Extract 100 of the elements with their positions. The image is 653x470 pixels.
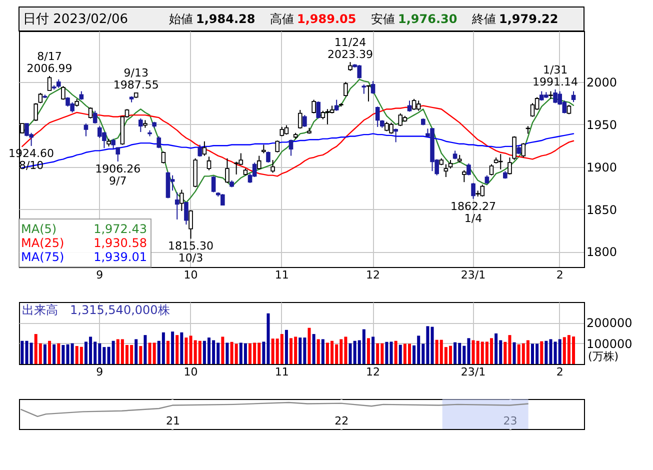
annotation: 1906.26 9/7 <box>95 162 141 188</box>
candlestick <box>284 124 289 136</box>
y-axis-title: (万株) <box>588 350 619 363</box>
bar <box>80 346 83 364</box>
bar <box>290 338 293 364</box>
x-tick-label: 9 <box>96 268 104 282</box>
candlestick <box>398 112 403 127</box>
candlestick <box>211 176 216 193</box>
candlestick <box>280 126 284 137</box>
candlestick <box>466 162 471 176</box>
candlestick <box>225 158 230 184</box>
x-tick-label: 12 <box>366 268 380 282</box>
candlestick <box>266 151 270 164</box>
bar <box>171 332 174 364</box>
candlestick <box>270 160 275 174</box>
y-tick-label: 1800 <box>586 245 618 260</box>
bar <box>366 338 370 364</box>
candlestick <box>302 114 307 128</box>
candlestick <box>444 164 448 178</box>
bar <box>166 340 170 364</box>
candlestick <box>571 90 576 103</box>
x-tick-label: 23/1 <box>460 366 486 378</box>
bar <box>244 343 247 364</box>
candlestick <box>508 156 512 175</box>
annotation: 1815.30 10/3 <box>168 240 214 265</box>
candlestick <box>498 154 503 170</box>
y-tick-label: 1900 <box>586 160 618 174</box>
candlestick <box>180 189 184 212</box>
x-tick-label: 21 <box>166 414 180 428</box>
bar <box>372 336 375 364</box>
candlestick <box>344 81 348 97</box>
bar <box>430 326 434 364</box>
candlestick <box>312 99 316 114</box>
candlestick <box>88 106 93 119</box>
candlestick <box>370 80 376 94</box>
candlestick <box>316 100 321 119</box>
bar <box>248 343 252 364</box>
bar <box>544 340 548 364</box>
x-tick-label: 11 <box>274 268 289 282</box>
bar <box>312 334 316 364</box>
bar <box>531 344 534 364</box>
candlestick <box>92 110 98 124</box>
candlestick <box>288 139 294 156</box>
candlestick <box>206 156 212 171</box>
bar <box>112 340 115 364</box>
candlestick <box>489 164 494 176</box>
text: 始値 1,984.28 <box>169 12 256 26</box>
annotation: 1,972.43 <box>94 222 147 236</box>
x-tick-label: 11 <box>274 366 289 378</box>
bar <box>48 340 52 364</box>
x-tick-label: 23/1 <box>460 268 486 282</box>
candlestick <box>334 99 339 112</box>
candlestick <box>275 140 280 153</box>
candlestick <box>416 100 421 112</box>
text: 安値 1,976.30 <box>371 12 458 26</box>
bar <box>139 346 142 364</box>
bar <box>448 346 452 364</box>
bar <box>30 342 33 364</box>
bar <box>52 344 56 364</box>
candlestick <box>47 76 52 91</box>
bar <box>540 341 544 364</box>
bar <box>280 334 284 364</box>
bar <box>134 339 138 364</box>
x-tick-label: 2 <box>556 268 564 282</box>
y-tick-label: 200000 <box>586 316 632 330</box>
bar <box>176 335 179 364</box>
candlestick <box>202 140 207 156</box>
chart-title: 日付 2023/02/06 <box>23 12 128 27</box>
x-tick-label: 12 <box>366 366 380 378</box>
bar <box>558 339 562 364</box>
candlestick <box>188 210 193 240</box>
bar <box>316 339 320 364</box>
bar <box>57 343 60 364</box>
candlestick <box>521 142 526 158</box>
bar <box>454 342 457 364</box>
x-tick-label: 2 <box>556 366 564 378</box>
candlestick <box>462 170 466 183</box>
x-tick-label: 23 <box>503 414 518 428</box>
annotation: 1,939.01 <box>94 250 147 264</box>
bar <box>70 343 74 364</box>
x-tick-label: 22 <box>334 414 349 428</box>
candlestick <box>298 109 302 130</box>
candlestick <box>34 102 38 122</box>
candlestick <box>512 136 516 161</box>
text: MA(5) <box>21 222 57 236</box>
bar <box>526 340 530 364</box>
y-tick-label: 1950 <box>586 118 618 132</box>
bar <box>308 328 311 364</box>
bar <box>43 344 46 364</box>
bar <box>376 343 380 364</box>
bar <box>494 333 498 364</box>
bar <box>152 342 156 364</box>
bar <box>362 329 366 364</box>
bar <box>184 338 188 364</box>
text: 高値 1,989.05 <box>270 12 356 26</box>
y-tick-label: 100000 <box>586 336 632 351</box>
annotation: 1,930.58 <box>94 236 147 250</box>
bar <box>234 344 238 364</box>
annotation: 9/13 1987.55 <box>113 66 159 92</box>
candlestick <box>375 106 380 128</box>
